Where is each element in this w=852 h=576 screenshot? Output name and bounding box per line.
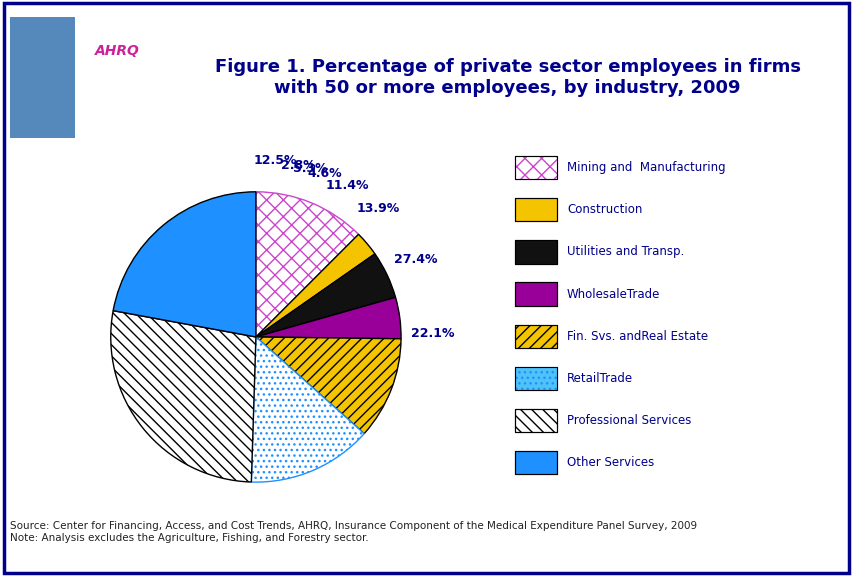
- Text: Fin. Svs. andReal Estate: Fin. Svs. andReal Estate: [567, 329, 707, 343]
- FancyBboxPatch shape: [515, 240, 556, 263]
- Text: Professional Services: Professional Services: [567, 414, 690, 427]
- Wedge shape: [111, 310, 256, 482]
- Wedge shape: [256, 297, 400, 339]
- Text: Advancing
Excellence in
Health Care: Advancing Excellence in Health Care: [95, 70, 141, 90]
- Text: 11.4%: 11.4%: [325, 179, 368, 191]
- Wedge shape: [113, 192, 256, 337]
- FancyBboxPatch shape: [515, 324, 556, 348]
- Text: 5.3%: 5.3%: [293, 162, 327, 175]
- Text: Construction: Construction: [567, 203, 642, 216]
- Text: Source: Center for Financing, Access, and Cost Trends, AHRQ, Insurance Component: Source: Center for Financing, Access, an…: [10, 521, 697, 543]
- Wedge shape: [256, 337, 400, 434]
- FancyBboxPatch shape: [515, 367, 556, 390]
- Text: Figure 1. Percentage of private sector employees in firms
with 50 or more employ: Figure 1. Percentage of private sector e…: [215, 58, 799, 97]
- Wedge shape: [256, 234, 375, 337]
- Text: 13.9%: 13.9%: [356, 202, 399, 215]
- Wedge shape: [251, 337, 364, 482]
- FancyBboxPatch shape: [515, 409, 556, 432]
- Bar: [10, 17, 75, 138]
- Text: 2.8%: 2.8%: [281, 158, 315, 172]
- Text: 4.6%: 4.6%: [307, 168, 342, 180]
- FancyBboxPatch shape: [515, 282, 556, 306]
- Wedge shape: [256, 254, 395, 337]
- Text: Mining and  Manufacturing: Mining and Manufacturing: [567, 161, 725, 174]
- Text: RetailTrade: RetailTrade: [567, 372, 632, 385]
- Text: AHRQ: AHRQ: [95, 44, 140, 58]
- Text: 12.5%: 12.5%: [253, 154, 296, 168]
- Text: WholesaleTrade: WholesaleTrade: [567, 287, 659, 301]
- FancyBboxPatch shape: [515, 451, 556, 474]
- FancyBboxPatch shape: [515, 156, 556, 179]
- Text: Other Services: Other Services: [567, 456, 653, 469]
- Text: 27.4%: 27.4%: [393, 253, 436, 266]
- FancyBboxPatch shape: [515, 198, 556, 221]
- Text: Utilities and Transp.: Utilities and Transp.: [567, 245, 683, 259]
- Wedge shape: [256, 192, 358, 337]
- Text: 22.1%: 22.1%: [411, 327, 454, 340]
